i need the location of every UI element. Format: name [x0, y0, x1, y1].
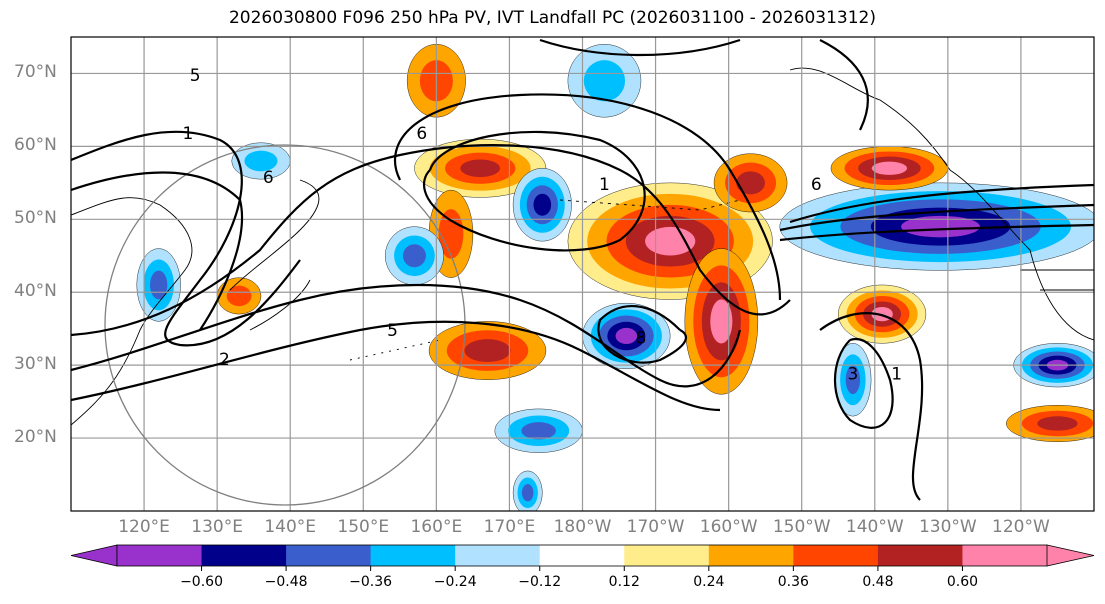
coastline-asia	[71, 197, 193, 426]
gridlines	[71, 37, 1094, 511]
contour-line	[819, 312, 924, 501]
state-borders	[1020, 269, 1094, 291]
colorbar-segment	[708, 545, 794, 566]
contour-label: 5	[190, 66, 201, 86]
colorbar-segment	[793, 545, 879, 566]
longitude-tick-label: 120°W	[992, 517, 1050, 537]
pv-anomaly-region	[438, 209, 464, 259]
pv-contour-lines	[71, 38, 1094, 501]
contour-label: 6	[811, 175, 822, 195]
pv-anomaly-region	[521, 484, 534, 502]
colorbar-tick-label: −0.12	[518, 574, 562, 590]
longitude-tick-label: 160°W	[699, 517, 758, 537]
longitude-tick-label: 120°E	[118, 517, 170, 537]
latitude-tick-label: 70°N	[14, 62, 57, 83]
colorbar-segment	[117, 545, 203, 566]
contour-line	[539, 38, 869, 131]
pv-filled-contours	[136, 44, 1094, 511]
colorbar-tick-label: 0.12	[608, 574, 640, 590]
contour-label: 5	[387, 321, 398, 341]
pv-anomaly-region	[244, 150, 278, 172]
contour-line	[71, 320, 721, 412]
colorbar-tick-label: 0.48	[862, 574, 894, 590]
pv-anomaly-region	[645, 226, 696, 256]
latitude-tick-label: 20°N	[14, 427, 57, 448]
pv-anomaly-region	[226, 285, 252, 307]
contour-label: 2	[219, 350, 230, 370]
colorbar-segment	[370, 545, 456, 566]
contour-line	[71, 171, 244, 331]
colorbar-segment	[455, 545, 541, 566]
colorbar-tick-label: 0.60	[946, 574, 979, 590]
contour-labels: 5 1 6 6 1 5 2 8 6 3 1	[183, 66, 903, 385]
map-frame	[70, 36, 1095, 512]
pv-anomaly-region	[402, 244, 426, 268]
longitude-tick-label: 130°W	[918, 517, 977, 537]
colorbar-segment	[877, 545, 963, 566]
longitude-tick-label: 160°E	[410, 517, 463, 537]
contour-label: 1	[183, 124, 194, 144]
pv-anomaly-region	[583, 60, 626, 102]
longitude-tick-label: 170°W	[626, 517, 685, 537]
contour-line	[394, 93, 782, 301]
colorbar-segment	[286, 545, 372, 566]
longitude-tick-label: 170°E	[483, 517, 536, 537]
contour-line	[779, 183, 1094, 242]
contour-label: 1	[891, 365, 902, 385]
contour-line	[833, 337, 894, 429]
colorbar-tick-label: −0.48	[264, 574, 308, 590]
contour-label: 8	[636, 328, 647, 348]
colorbar-extend-low	[70, 544, 118, 567]
pv-anomaly-region	[736, 171, 765, 195]
chart-title: 2026030800 F096 250 hPa PV, IVT Landfall…	[228, 8, 876, 28]
latitude-tick-label: 60°N	[14, 135, 57, 156]
colorbar-segment	[624, 545, 710, 566]
colorbar-segment	[962, 545, 1048, 566]
pv-anomaly-region	[710, 299, 733, 344]
colorbar-tick-label: −0.24	[433, 574, 477, 590]
colorbar-extend-high	[1046, 544, 1095, 567]
pv-anomaly-region	[533, 193, 552, 216]
pv-anomaly-region	[521, 422, 556, 440]
contour-label: 1	[599, 175, 610, 195]
range-circle	[104, 144, 466, 506]
longitude-tick-label: 150°W	[772, 517, 831, 537]
contour-line	[71, 130, 301, 347]
colorbar-tick-label: −0.36	[349, 574, 393, 590]
contour-label: 3	[847, 365, 858, 385]
latitude-tick-label: 40°N	[14, 281, 57, 302]
contour-line	[71, 144, 791, 337]
pv-anomaly-region	[1037, 416, 1078, 431]
colorbar-tick-label: 0.36	[777, 574, 809, 590]
contour-label: 6	[416, 124, 427, 144]
contour-label: 6	[263, 168, 274, 188]
pv-anomaly-region	[845, 365, 861, 395]
longitude-tick-label: 180°W	[553, 517, 612, 537]
colorbar-tick-label: −0.60	[180, 574, 223, 590]
colorbar-frame	[116, 544, 1048, 567]
colorbar-tick-label: 0.24	[693, 574, 725, 590]
pv-anomaly-region	[901, 215, 980, 238]
colorbar-segment	[201, 545, 287, 566]
pv-anomaly-region	[464, 339, 511, 363]
longitude-tick-label: 130°E	[191, 517, 243, 537]
colorbar-segment	[539, 545, 625, 566]
pv-anomaly-region	[871, 161, 908, 175]
longitude-tick-label: 140°W	[845, 517, 904, 537]
contour-line	[71, 283, 742, 388]
longitude-tick-label: 140°E	[264, 517, 317, 537]
colorbar	[70, 544, 1095, 571]
latitude-tick-label: 30°N	[14, 354, 57, 375]
latitude-tick-label: 50°N	[14, 208, 57, 229]
pv-anomaly-region	[615, 327, 638, 345]
longitude-tick-label: 150°E	[337, 517, 390, 537]
pv-anomaly-region	[460, 159, 501, 178]
contour-line	[597, 304, 688, 364]
contour-line	[422, 130, 646, 252]
